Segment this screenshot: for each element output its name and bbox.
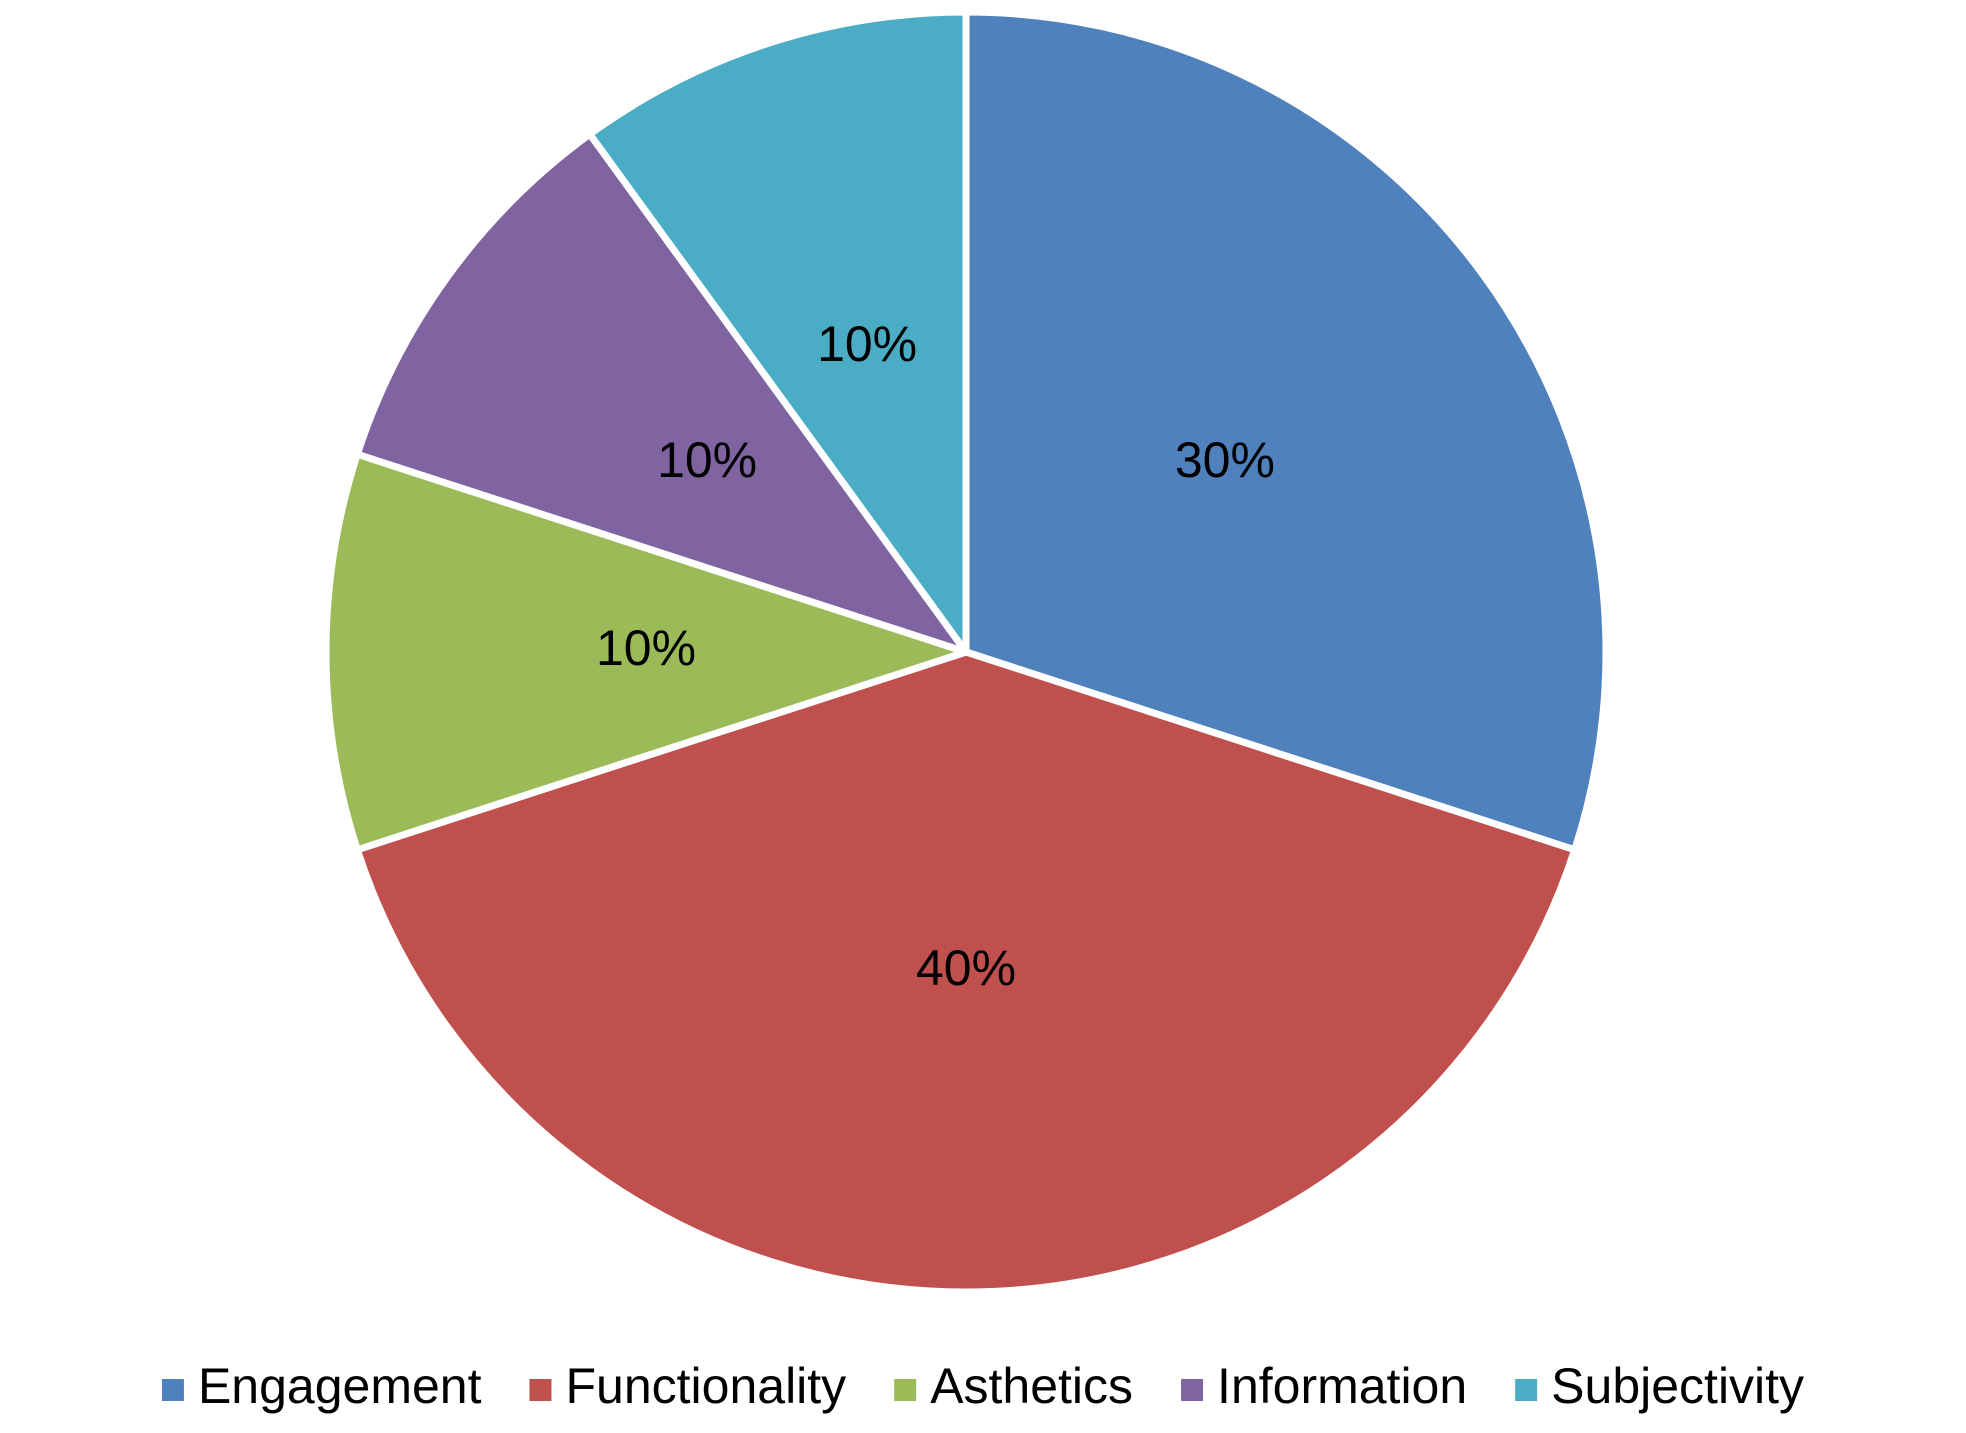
legend-label: Functionality <box>565 1358 846 1414</box>
legend-label: Asthetics <box>930 1358 1133 1414</box>
pie-slice <box>586 8 970 656</box>
legend-label: Information <box>1217 1358 1467 1414</box>
data-label: 40% <box>916 940 1016 996</box>
legend-marker <box>161 1379 184 1401</box>
data-label: 10% <box>657 432 757 488</box>
pie-slice <box>353 648 1579 1296</box>
legend-label: Subjectivity <box>1551 1358 1804 1414</box>
legend-marker <box>894 1379 917 1401</box>
pie-slice <box>322 450 970 854</box>
legend: Engagement Functionality Asthetics Informat… <box>161 1358 1804 1414</box>
pie-slice <box>353 130 970 656</box>
legend-label: Engagement <box>198 1358 482 1414</box>
legend-marker <box>529 1379 552 1401</box>
data-label: 10% <box>817 316 917 372</box>
data-label: 30% <box>1175 432 1275 488</box>
data-label: 10% <box>596 620 696 676</box>
legend-marker <box>1181 1379 1204 1401</box>
legend-marker <box>1515 1379 1538 1401</box>
pie-slice <box>962 8 1610 854</box>
